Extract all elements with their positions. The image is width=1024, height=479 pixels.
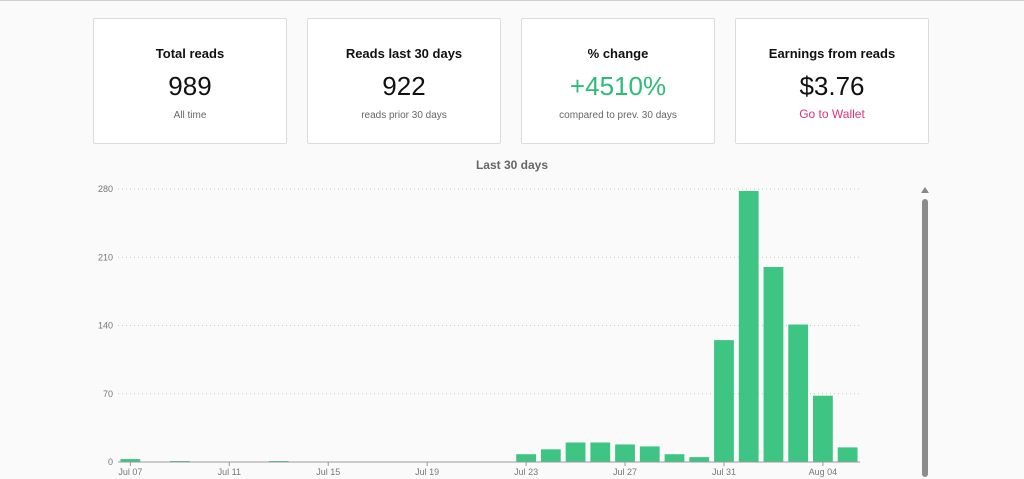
- bar: [763, 267, 784, 462]
- card-subtitle: reads prior 30 days: [361, 110, 447, 121]
- card-subtitle: All time: [173, 110, 207, 121]
- card-subtitle: compared to prev. 30 days: [559, 110, 677, 121]
- chart-title: Last 30 days: [475, 158, 549, 172]
- reads-bar-chart: 0 70 140 210 280 Jul 07 Jul 11 Jul 15 Jul 19 Jul …: [98, 184, 860, 477]
- bar: [837, 447, 858, 462]
- card-value: 989: [168, 71, 212, 101]
- bar: [615, 444, 635, 462]
- bar: [516, 454, 536, 462]
- y-tick-label: 280: [98, 184, 113, 194]
- card-value: 922: [382, 71, 426, 101]
- x-tick-label: Jul 07: [118, 467, 142, 477]
- x-tick-label: Jul 11: [218, 467, 241, 477]
- bar: [590, 442, 611, 462]
- card-title: % change: [587, 46, 649, 61]
- card-value: $3.76: [799, 71, 865, 101]
- card-value: +4510%: [569, 71, 667, 101]
- total-reads-card: Total reads 989 All time: [93, 18, 287, 144]
- bar: [788, 324, 809, 462]
- x-tick-label: Aug 04: [809, 467, 838, 477]
- bar: [565, 442, 586, 462]
- earnings-card: Earnings from reads $3.76 Go to Wallet: [735, 18, 929, 144]
- card-title: Reads last 30 days: [345, 46, 463, 61]
- go-to-wallet-link[interactable]: Go to Wallet: [799, 107, 865, 121]
- bar: [540, 449, 561, 462]
- x-tick-label: Jul 27: [613, 467, 637, 477]
- percent-change-card: % change +4510% compared to prev. 30 day…: [521, 18, 715, 144]
- bar: [714, 340, 734, 462]
- x-tick-label: Jul 19: [415, 467, 439, 477]
- bar: [738, 190, 759, 462]
- x-tick-label: Jul 15: [316, 467, 340, 477]
- x-tick-label: Jul 23: [514, 467, 538, 477]
- y-tick-label: 210: [98, 252, 113, 262]
- y-tick-label: 0: [108, 457, 113, 467]
- card-title: Total reads: [155, 46, 225, 61]
- vertical-scrollbar[interactable]: [921, 187, 929, 477]
- scroll-up-arrow-icon[interactable]: [921, 187, 929, 193]
- bar: [813, 395, 833, 462]
- bar: [639, 446, 660, 462]
- bar: [689, 457, 710, 462]
- y-tick-label: 140: [98, 321, 113, 331]
- bar: [120, 459, 141, 462]
- reads-last-30-days-card: Reads last 30 days 922 reads prior 30 da…: [307, 18, 501, 144]
- card-title: Earnings from reads: [768, 46, 896, 61]
- y-tick-label: 70: [103, 389, 113, 399]
- scrollbar-thumb[interactable]: [922, 199, 928, 477]
- bar: [664, 454, 685, 462]
- x-tick-label: Jul 31: [712, 467, 736, 477]
